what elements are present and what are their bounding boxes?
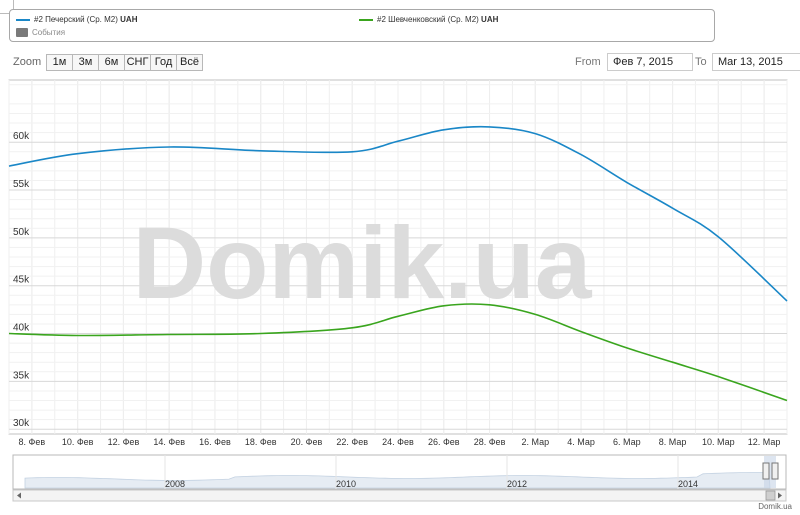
x-tick-label: 28. Фев xyxy=(474,437,506,447)
legend-item-events[interactable]: События xyxy=(16,28,66,38)
zoom-button-cis[interactable]: СНГ xyxy=(124,54,151,71)
legend-item-pechersky[interactable]: #2 Печерский (Ср. М2) UAH xyxy=(16,15,137,24)
zoom-button-6m[interactable]: 6м xyxy=(98,54,125,71)
x-tick-label: 12. Фев xyxy=(108,437,140,447)
x-tick-label: 12. Мар xyxy=(748,437,781,447)
from-date-input[interactable]: Фев 7, 2015 xyxy=(607,53,693,71)
legend-events-label: События xyxy=(32,28,66,37)
navigator-year-label: 2014 xyxy=(678,479,698,489)
to-date-input[interactable]: Mar 13, 2015 xyxy=(712,53,800,71)
from-label: From xyxy=(575,56,601,68)
footer-credit: Domik.ua xyxy=(758,502,792,511)
x-tick-label: 24. Фев xyxy=(382,437,414,447)
x-tick-label: 22. Фев xyxy=(336,437,368,447)
y-tick-label: 60k xyxy=(13,131,30,142)
y-tick-label: 50k xyxy=(13,227,30,238)
zoom-button-1m[interactable]: 1м xyxy=(46,54,73,71)
x-tick-label: 18. Фев xyxy=(245,437,277,447)
x-tick-label: 26. Фев xyxy=(428,437,460,447)
x-tick-label: 4. Мар xyxy=(567,437,595,447)
x-tick-label: 8. Мар xyxy=(659,437,687,447)
scrollbar-thumb[interactable] xyxy=(765,490,776,501)
navigator-year-label: 2010 xyxy=(336,479,356,489)
zoom-button-year[interactable]: Год xyxy=(150,54,177,71)
y-tick-label: 45k xyxy=(13,275,30,286)
navigator-year-label: 2008 xyxy=(165,479,185,489)
legend-series-unit: UAH xyxy=(481,15,499,24)
legend-line-icon xyxy=(16,18,30,21)
navigator-scrollbar[interactable] xyxy=(12,489,787,502)
legend-line-icon xyxy=(359,18,373,21)
zoom-button-all[interactable]: Всё xyxy=(176,54,203,71)
x-tick-label: 6. Мар xyxy=(613,437,641,447)
x-tick-label: 14. Фев xyxy=(153,437,185,447)
x-tick-label: 8. Фев xyxy=(19,437,46,447)
legend-series-name: #2 Шевченковский (Ср. М2) xyxy=(377,15,479,24)
y-tick-label: 55k xyxy=(13,179,30,190)
watermark-text: Domik.ua xyxy=(132,206,592,320)
y-tick-label: 40k xyxy=(13,323,30,334)
navigator-series-area xyxy=(24,472,771,489)
x-tick-label: 20. Фев xyxy=(291,437,323,447)
navigator-handle[interactable] xyxy=(771,462,779,480)
navigator-year-label: 2012 xyxy=(507,479,527,489)
x-tick-label: 16. Фев xyxy=(199,437,231,447)
legend-series-name: #2 Печерский (Ср. М2) xyxy=(34,15,118,24)
legend: #2 Печерский (Ср. М2) UAH #2 Шевченковск… xyxy=(9,9,715,42)
scroll-left-arrow-icon[interactable] xyxy=(17,492,21,499)
series-line-pechersky[interactable] xyxy=(8,125,788,302)
zoom-label: Zoom xyxy=(13,56,42,68)
scroll-right-arrow-icon[interactable] xyxy=(778,492,782,499)
zoom-button-3m[interactable]: 3м xyxy=(72,54,99,71)
y-tick-label: 35k xyxy=(13,370,30,381)
x-tick-label: 10. Фев xyxy=(62,437,94,447)
x-tick-label: 2. Мар xyxy=(521,437,549,447)
events-swatch-icon xyxy=(16,28,28,38)
navigator-handle[interactable] xyxy=(762,462,770,480)
y-tick-label: 30k xyxy=(13,418,30,429)
series-line-shevchenkivsky[interactable] xyxy=(8,303,788,402)
legend-item-shevchenkivsky[interactable]: #2 Шевченковский (Ср. М2) UAH xyxy=(359,15,498,24)
legend-series-unit: UAH xyxy=(120,15,138,24)
x-tick-label: 10. Мар xyxy=(702,437,735,447)
to-label: To xyxy=(695,56,707,68)
